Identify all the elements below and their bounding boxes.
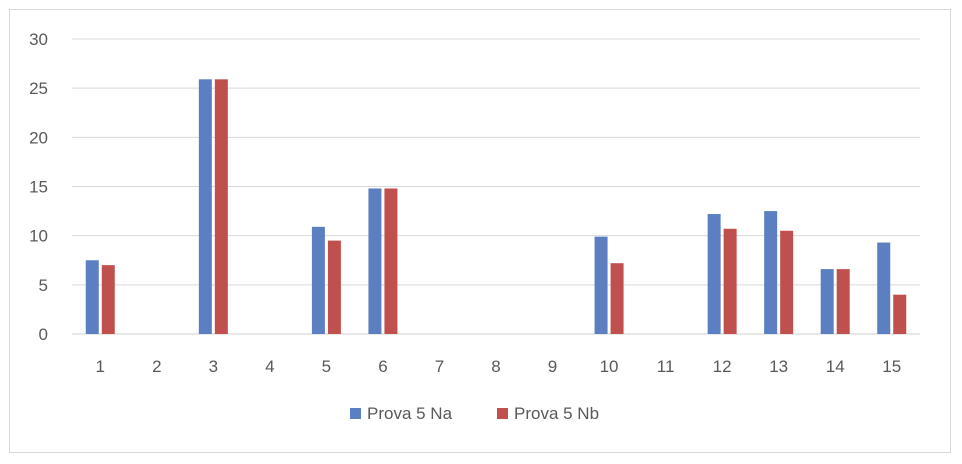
bar-nb-14 — [836, 269, 850, 334]
x-tick-label: 8 — [491, 357, 500, 376]
x-tick-label: 15 — [882, 357, 901, 376]
bar-na-6 — [368, 188, 382, 334]
y-tick-label: 20 — [29, 128, 48, 147]
x-tick-label: 1 — [96, 357, 105, 376]
x-tick-label: 7 — [435, 357, 444, 376]
y-tick-label: 15 — [29, 178, 48, 197]
chart-frame — [9, 9, 951, 453]
y-axis-tick-labels: 0 5 10 15 20 25 30 — [29, 30, 48, 344]
bar-na-5 — [311, 226, 325, 334]
x-tick-label: 11 — [657, 357, 675, 376]
bars — [85, 79, 907, 334]
x-tick-label: 3 — [209, 357, 218, 376]
x-tick-label: 10 — [600, 357, 619, 376]
bar-nb-6 — [384, 188, 398, 334]
legend-swatch — [350, 408, 361, 419]
bar-nb-5 — [327, 240, 341, 334]
x-tick-label: 2 — [152, 357, 161, 376]
y-tick-label: 30 — [29, 30, 48, 49]
bar-na-1 — [85, 260, 99, 334]
x-tick-label: 9 — [548, 357, 557, 376]
legend-label: Prova 5 Na — [367, 404, 453, 423]
bar-nb-10 — [610, 263, 624, 334]
bar-nb-15 — [893, 294, 907, 334]
x-tick-label: 12 — [713, 357, 732, 376]
bar-na-12 — [707, 214, 721, 334]
legend: Prova 5 Na Prova 5 Nb — [350, 404, 599, 423]
bar-na-13 — [764, 211, 778, 334]
y-tick-label: 0 — [39, 325, 48, 344]
y-tick-label: 5 — [39, 276, 48, 295]
bar-na-15 — [877, 242, 891, 334]
gridlines — [72, 38, 920, 335]
x-tick-label: 14 — [826, 357, 845, 376]
bar-na-3 — [198, 79, 212, 334]
x-tick-label: 5 — [322, 357, 331, 376]
bar-nb-12 — [723, 228, 737, 334]
x-tick-label: 4 — [265, 357, 274, 376]
legend-swatch — [497, 408, 508, 419]
y-tick-label: 10 — [29, 227, 48, 246]
bar-nb-3 — [214, 79, 228, 334]
x-tick-label: 6 — [378, 357, 387, 376]
y-tick-label: 25 — [29, 79, 48, 98]
bar-na-10 — [594, 236, 608, 334]
x-tick-label: 13 — [769, 357, 788, 376]
legend-label: Prova 5 Nb — [514, 404, 599, 423]
bar-na-14 — [820, 269, 834, 334]
bar-nb-13 — [780, 230, 794, 334]
bar-nb-1 — [101, 265, 115, 334]
x-axis-tick-labels: 1 2 3 4 5 6 7 8 9 10 11 12 13 14 15 — [96, 357, 902, 376]
